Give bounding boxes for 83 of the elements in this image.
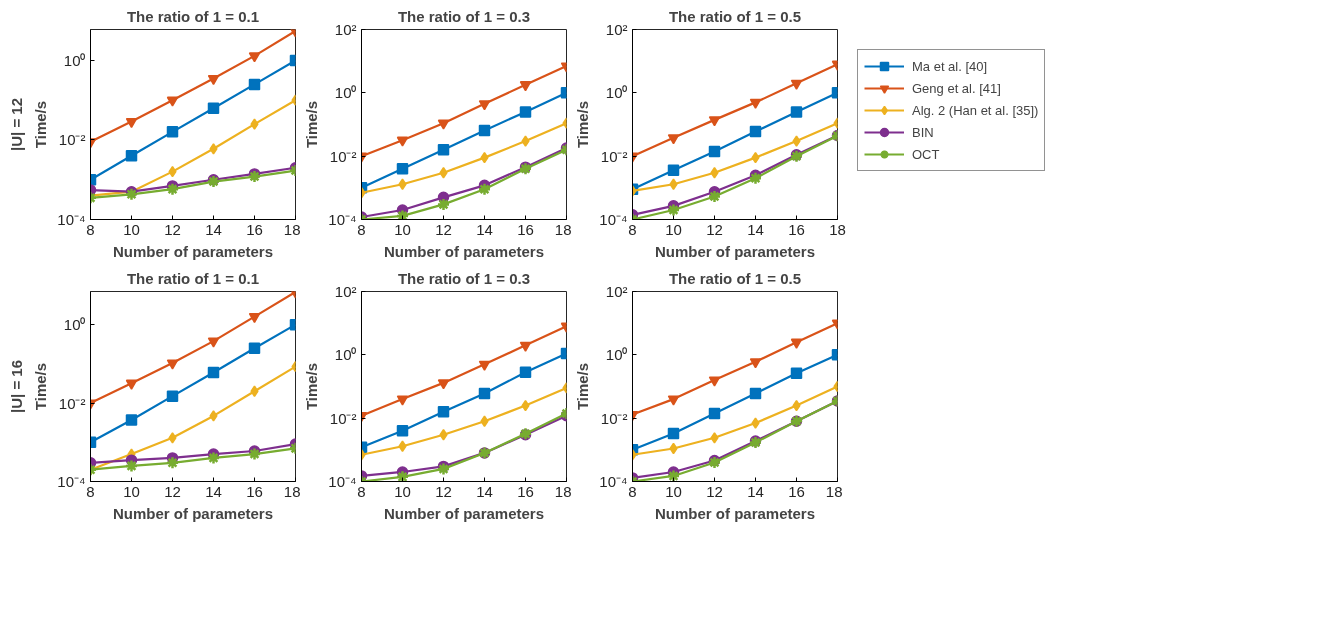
x-tick-label: 18 [283,482,301,500]
y-axis-title: Time/s [303,100,321,149]
y-tick-label: 10² [605,21,628,38]
y-tick-label: 10⁰ [605,84,628,102]
legend-label: OCT [912,146,940,162]
x-axis-title: Number of parameters [383,504,545,522]
x-tick-label: 10 [394,220,411,238]
x-tick-label: 8 [357,482,366,500]
y-tick-label: 10⁰ [334,84,357,102]
y-tick-label: 10⁻² [58,131,86,149]
y-tick-label: 10⁻⁴ [57,473,86,490]
y-tick-label: 10⁻⁴ [328,211,357,228]
y-tick-label: 10⁻² [600,409,628,427]
y-axis-title: Time/s [303,362,321,411]
y-tick-label: 10² [605,283,628,300]
x-tick-label: 12 [164,482,181,500]
legend-label: Geng et al. [41] [912,80,1001,96]
x-tick-label: 10 [123,482,140,500]
y-tick-label: 10⁻⁴ [328,473,357,490]
chart-title: The ratio of 1 = 0.3 [397,7,531,25]
chart-title: The ratio of 1 = 0.1 [126,7,260,25]
y-tick-label: 10⁻⁴ [57,211,86,228]
x-tick-label: 16 [517,482,534,500]
chart-title: The ratio of 1 = 0.5 [668,269,802,287]
y-axis-title: Time/s [32,100,50,149]
x-tick-label: 8 [628,220,637,238]
y-axis-title: Time/s [32,362,50,411]
y-tick-label: 10⁻⁴ [599,473,628,490]
x-tick-label: 18 [829,220,846,238]
x-tick-label: 14 [476,482,493,500]
y-tick-label: 10⁰ [334,346,357,364]
legend-label: Alg. 2 (Han et al. [35]) [912,102,1039,118]
x-tick-label: 8 [86,220,95,238]
y-tick-label: 10⁻² [600,147,628,165]
x-tick-label: 18 [554,220,572,238]
text: |U| = 12 [7,97,25,151]
y-tick-label: 10² [334,21,357,38]
x-tick-label: 14 [747,220,764,238]
text: |U| = 16 [7,359,25,413]
y-tick-label: 10² [334,283,357,300]
x-tick-label: 12 [435,220,452,238]
x-tick-label: 14 [205,220,222,238]
y-tick-label: 10⁻² [329,147,357,165]
x-tick-label: 18 [283,220,301,238]
x-tick-label: 16 [246,220,263,238]
x-axis-title: Number of parameters [383,242,545,260]
x-tick-label: 12 [706,482,723,500]
x-tick-label: 10 [665,482,682,500]
x-tick-label: 14 [205,482,222,500]
x-tick-label: 10 [394,482,411,500]
x-tick-label: 16 [246,482,263,500]
x-tick-label: 8 [357,220,366,238]
x-tick-label: 12 [706,220,723,238]
x-tick-label: 10 [123,220,140,238]
chart-title: The ratio of 1 = 0.5 [668,7,802,25]
legend-label: BIN [912,124,934,140]
x-axis-title: Number of parameters [112,242,274,260]
x-tick-label: 18 [554,482,572,500]
y-tick-label: 10⁰ [63,316,86,334]
y-tick-label: 10⁰ [63,51,86,69]
legend-label: Ma et al. [40] [912,58,988,74]
x-tick-label: 16 [788,482,805,500]
x-tick-label: 12 [435,482,452,500]
y-axis-title: Time/s [574,100,592,149]
x-tick-label: 8 [628,482,637,500]
x-axis-title: Number of parameters [654,504,816,522]
x-tick-label: 18 [825,482,843,500]
y-tick-label: 10⁻⁴ [599,211,628,228]
chart-title: The ratio of 1 = 0.1 [126,269,260,287]
chart-title: The ratio of 1 = 0.3 [397,269,531,287]
x-tick-label: 14 [476,220,493,238]
x-tick-label: 10 [665,220,682,238]
x-tick-label: 12 [164,220,181,238]
y-tick-label: 10⁰ [605,346,628,364]
x-axis-title: Number of parameters [654,242,816,260]
y-tick-label: 10⁻² [58,394,86,412]
x-axis-title: Number of parameters [112,504,274,522]
x-tick-label: 8 [86,482,95,500]
x-tick-label: 14 [747,482,764,500]
x-tick-label: 16 [788,220,805,238]
y-axis-title: Time/s [574,362,592,411]
y-tick-label: 10⁻² [329,409,357,427]
x-tick-label: 16 [517,220,534,238]
